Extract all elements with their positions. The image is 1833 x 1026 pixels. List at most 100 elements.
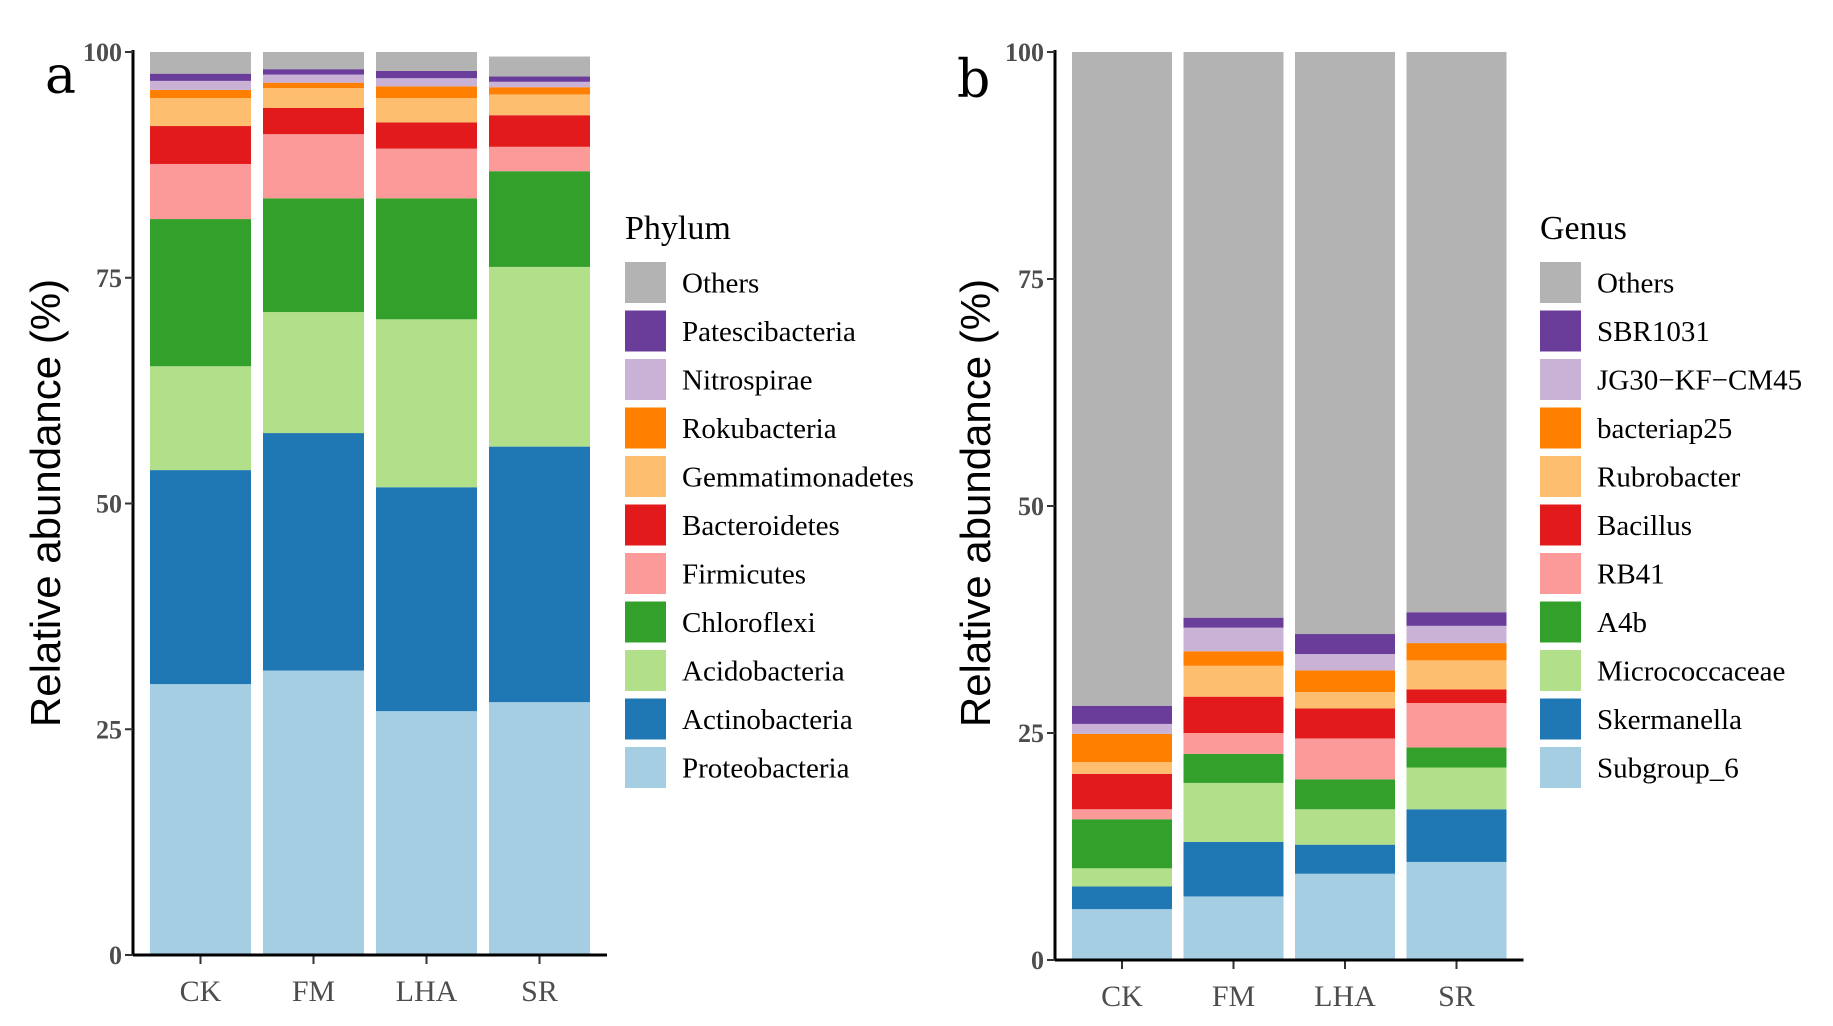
panel-b-y-tick-label-50: 50 bbox=[1018, 492, 1044, 521]
panel-b-bar-ck-bacillus bbox=[1072, 773, 1172, 810]
panel-a-legend-swatch-gemmatimonadetes bbox=[625, 456, 666, 497]
panel-a-bar-sr-rokubacteria bbox=[489, 87, 590, 95]
panel-b-y-tick-label-75: 75 bbox=[1018, 265, 1044, 294]
panel-b-bar-fm-others bbox=[1183, 52, 1284, 618]
panel-a-chart: a Relative abundance (%) CK FM LHA SR 0 25 50 75 1… bbox=[22, 38, 914, 1008]
panel-a-bar-fm-patescibacteria bbox=[263, 69, 364, 75]
panel-a-bar-fm-rokubacteria bbox=[263, 82, 364, 89]
panel-a-y-tick-label-25: 25 bbox=[96, 715, 122, 744]
panel-b-bar-sr-others bbox=[1406, 52, 1507, 613]
panel-a-x-tick-label-ck: CK bbox=[180, 975, 222, 1008]
panel-a-legend-label-nitrospirae: Nitrospirae bbox=[682, 365, 812, 397]
panel-a-legend-swatch-chloroflexi bbox=[625, 601, 666, 643]
panel-b-bar-lha-rb41 bbox=[1295, 738, 1395, 780]
panel-b-bar-sr-jg30-kf-cm45 bbox=[1406, 625, 1507, 644]
panel-a-bar-lha-proteobacteria bbox=[376, 711, 477, 955]
panel-a-y-tick-label-100: 100 bbox=[83, 38, 122, 67]
panel-a-bar-lha-chloroflexi bbox=[376, 198, 477, 320]
panel-b-bar-lha-a4b bbox=[1295, 779, 1395, 810]
panel-b-bar-sr-sbr1031 bbox=[1406, 612, 1507, 626]
panel-b-legend-label-others: Others bbox=[1597, 268, 1674, 300]
panel-b-bar-fm-sbr1031 bbox=[1183, 617, 1284, 628]
panel-a-bar-lha-gemmatimonadetes bbox=[376, 98, 477, 123]
panel-b-bar-lha-bacillus bbox=[1295, 708, 1395, 739]
panel-a-y-axis-title: Relative abundance (%) bbox=[22, 279, 69, 727]
panel-a-legend: Phylum Others Patescibacteria Nitrospirae Ro… bbox=[625, 210, 914, 788]
panel-a-legend-label-firmicutes: Firmicutes bbox=[682, 559, 806, 591]
panel-a-bar-fm-bacteroidetes bbox=[263, 107, 364, 135]
panel-b-legend-swatch-jg30-kf-cm45 bbox=[1540, 359, 1581, 400]
panel-a-y-tick-label-75: 75 bbox=[96, 264, 122, 293]
panel-b-bar-ck-rb41 bbox=[1072, 809, 1172, 820]
panel-a-bar-ck-rokubacteria bbox=[150, 89, 251, 99]
panel-b-legend-swatch-rb41 bbox=[1540, 553, 1581, 594]
panel-a-bar-sr-actinobacteria bbox=[489, 446, 590, 703]
panel-a-bar-ck-others bbox=[150, 52, 251, 74]
panel-b-bar-lha-skermanella bbox=[1295, 844, 1395, 874]
panel-a-legend-title: Phylum bbox=[625, 210, 731, 247]
panel-a-bar-ck-nitrospirae bbox=[150, 80, 251, 90]
panel-b-bar-fm-bacteriap25 bbox=[1183, 651, 1284, 666]
panel-a-legend-label-rokubacteria: Rokubacteria bbox=[682, 413, 837, 445]
panel-a-label: a bbox=[45, 46, 76, 106]
panel-a-bar-fm-proteobacteria bbox=[263, 670, 364, 955]
panel-b-bar-fm-a4b bbox=[1183, 753, 1284, 783]
panel-a-bar-lha-rokubacteria bbox=[376, 86, 477, 99]
panel-b-bar-ck-bacteriap25 bbox=[1072, 733, 1172, 763]
panel-b-bar-ck-jg30-kf-cm45 bbox=[1072, 723, 1172, 734]
panel-a-legend-swatch-nitrospirae bbox=[625, 359, 666, 400]
panel-a-bar-sr-patescibacteria bbox=[489, 76, 590, 82]
panel-b-bar-lha-micrococcaceae bbox=[1295, 809, 1395, 845]
panel-b-legend-label-jg30-kf-cm45: JG30−KF−CM45 bbox=[1597, 365, 1802, 397]
panel-b-legend-swatch-a4b bbox=[1540, 601, 1581, 643]
panel-a-legend-label-patescibacteria: Patescibacteria bbox=[682, 316, 856, 348]
panel-b-bar-fm-micrococcaceae bbox=[1183, 782, 1284, 842]
panel-b-legend-label-skermanella: Skermanella bbox=[1597, 704, 1742, 736]
panel-a-legend-swatch-others bbox=[625, 262, 666, 303]
panel-a-bar-fm-chloroflexi bbox=[263, 198, 364, 313]
panel-b-bar-lha-sbr1031 bbox=[1295, 634, 1395, 655]
panel-b-bar-lha-jg30-kf-cm45 bbox=[1295, 654, 1395, 671]
panel-a-bar-ck-actinobacteria bbox=[150, 470, 251, 685]
panel-b-bar-ck-subgroup-6 bbox=[1072, 909, 1172, 960]
panel-b-bar-sr-a4b bbox=[1406, 747, 1507, 768]
panel-a-x-tick-label-lha: LHA bbox=[396, 975, 458, 1008]
panel-a-legend-swatch-patescibacteria bbox=[625, 310, 666, 352]
panel-b-bar-fm-bacillus bbox=[1183, 696, 1284, 733]
panel-a-bar-sr-chloroflexi bbox=[489, 171, 590, 267]
panel-b-x-tick-label-ck: CK bbox=[1101, 980, 1143, 1013]
panel-b-legend-swatch-sbr1031 bbox=[1540, 310, 1581, 352]
panel-b-legend-label-bacillus: Bacillus bbox=[1597, 510, 1692, 542]
panel-a-bar-fm-acidobacteria bbox=[263, 312, 364, 434]
panel-b-legend-title: Genus bbox=[1540, 210, 1627, 247]
panel-b-legend-label-rb41: RB41 bbox=[1597, 559, 1665, 591]
panel-a-bar-ck-bacteroidetes bbox=[150, 126, 251, 164]
panel-b-legend-label-subgroup-6: Subgroup_6 bbox=[1597, 753, 1739, 785]
panel-b-bar-ck-sbr1031 bbox=[1072, 705, 1172, 724]
panel-a-bar-lha-others bbox=[376, 52, 477, 71]
panel-a-bar-fm-actinobacteria bbox=[263, 433, 364, 671]
panel-a-bar-fm-nitrospirae bbox=[263, 74, 364, 83]
panel-b-bar-lha-subgroup-6 bbox=[1295, 873, 1395, 960]
panel-b-legend-swatch-skermanella bbox=[1540, 698, 1581, 740]
panel-a-bar-lha-patescibacteria bbox=[376, 70, 477, 79]
panel-b-bar-sr-micrococcaceae bbox=[1406, 767, 1507, 810]
panel-a-x-tick-label-sr: SR bbox=[521, 975, 558, 1008]
panel-a-bar-sr-gemmatimonadetes bbox=[489, 94, 590, 116]
panel-a-legend-swatch-actinobacteria bbox=[625, 698, 666, 740]
panel-b-x-tick-label-sr: SR bbox=[1438, 980, 1475, 1013]
panel-b-y-axis-title: Relative abundance (%) bbox=[952, 279, 999, 727]
panel-a-bar-ck-chloroflexi bbox=[150, 219, 251, 367]
panel-b-bar-sr-bacillus bbox=[1406, 689, 1507, 704]
panel-b-label: b bbox=[957, 50, 990, 110]
panel-a-legend-swatch-bacteroidetes bbox=[625, 504, 666, 546]
panel-b-legend-label-a4b: A4b bbox=[1597, 607, 1647, 639]
panel-b-bar-sr-bacteriap25 bbox=[1406, 643, 1507, 661]
panel-a-bar-sr-firmicutes bbox=[489, 146, 590, 172]
panel-a-bar-lha-bacteroidetes bbox=[376, 122, 477, 149]
panel-a-bar-fm-firmicutes bbox=[263, 134, 364, 199]
panel-b-chart: b Relative abundance (%) CK FM LHA SR 0 25 50 75 1… bbox=[952, 38, 1802, 1013]
panel-b-bar-fm-skermanella bbox=[1183, 841, 1284, 897]
panel-b-legend-label-rubrobacter: Rubrobacter bbox=[1597, 462, 1741, 494]
panel-a-bar-lha-actinobacteria bbox=[376, 487, 477, 712]
